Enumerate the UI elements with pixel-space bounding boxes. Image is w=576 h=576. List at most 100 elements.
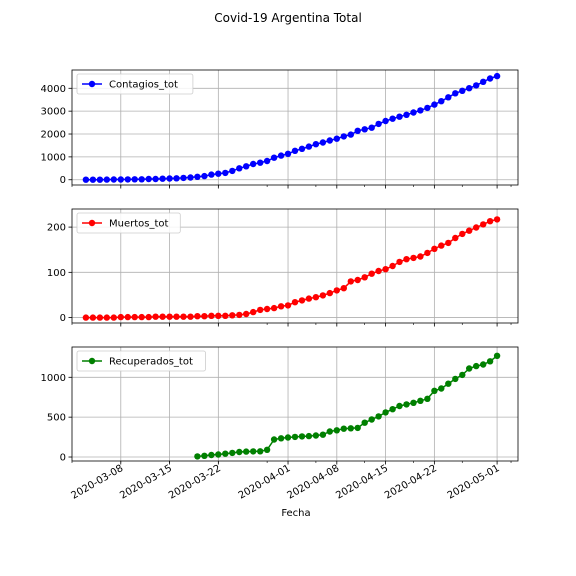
data-point	[459, 87, 466, 95]
data-point	[257, 159, 264, 166]
data-point	[389, 262, 396, 270]
data-point	[250, 448, 257, 455]
data-point	[424, 395, 431, 402]
data-point	[452, 90, 459, 97]
data-point	[159, 175, 166, 182]
data-point	[131, 313, 138, 321]
data-point	[452, 375, 459, 383]
data-point	[96, 314, 104, 321]
data-point	[354, 424, 361, 432]
legend-box	[76, 212, 181, 234]
data-point	[138, 176, 145, 183]
data-point	[96, 176, 104, 183]
data-point	[187, 313, 194, 320]
y-tick-label: 1000	[41, 373, 66, 384]
data-point	[145, 175, 152, 183]
data-point	[236, 448, 243, 456]
data-point	[298, 297, 306, 304]
data-point	[354, 276, 361, 284]
data-point	[152, 175, 159, 183]
data-point	[445, 380, 452, 387]
data-point	[396, 258, 403, 266]
data-point	[173, 175, 180, 182]
legend: Muertos_tot	[76, 212, 181, 234]
data-point	[326, 428, 333, 435]
data-point	[354, 127, 361, 134]
data-point	[236, 165, 243, 172]
data-point	[117, 176, 125, 183]
data-point	[152, 313, 159, 320]
data-point	[347, 131, 354, 138]
data-point	[236, 311, 243, 319]
data-point	[438, 242, 445, 249]
legend-box	[76, 73, 194, 95]
data-point	[403, 256, 410, 263]
data-point	[145, 313, 152, 321]
data-point	[424, 104, 431, 112]
data-point	[187, 174, 194, 181]
data-point	[466, 365, 473, 372]
data-point	[201, 313, 208, 320]
legend-label: Contagios_tot	[109, 80, 178, 91]
data-point	[438, 385, 445, 392]
y-tick-label: 0	[60, 453, 66, 464]
plot-frame	[71, 346, 519, 462]
data-point	[201, 172, 208, 180]
legend-box	[76, 350, 206, 372]
data-point	[277, 152, 285, 159]
subplot-1: 0 1000 2000 3000 4000 Contagios_tot	[41, 69, 519, 189]
data-point	[375, 267, 382, 275]
data-point	[319, 139, 327, 146]
data-point	[257, 306, 264, 314]
data-point	[473, 224, 480, 231]
data-point	[319, 292, 327, 299]
data-point	[229, 167, 236, 175]
data-point	[82, 314, 90, 321]
data-point	[194, 173, 201, 180]
data-point	[270, 304, 278, 312]
data-point	[480, 361, 487, 368]
data-point	[89, 314, 97, 321]
data-point	[459, 371, 466, 379]
data-point	[445, 239, 452, 247]
data-point	[291, 147, 299, 154]
data-point	[180, 313, 187, 320]
data-point	[263, 446, 271, 453]
data-point	[326, 289, 333, 297]
data-point	[396, 402, 403, 410]
data-point	[466, 227, 473, 234]
y-tick-label: 200	[47, 223, 66, 234]
data-point	[298, 145, 306, 152]
data-point	[493, 72, 501, 80]
data-point	[368, 416, 375, 423]
data-point	[166, 313, 173, 320]
data-point	[180, 174, 187, 182]
data-point	[159, 313, 166, 320]
data-point	[110, 176, 118, 183]
data-point	[305, 432, 313, 440]
data-point	[243, 163, 250, 170]
subplot-3: 0 500 1000 Recuperados_tot	[41, 346, 519, 465]
figure-title: Covid-19 Argentina Total	[214, 11, 362, 25]
data-point	[382, 117, 389, 125]
data-point	[445, 94, 452, 101]
data-point	[305, 143, 313, 150]
data-point	[361, 274, 368, 281]
y-tick-label: 500	[47, 413, 66, 424]
data-point	[194, 453, 201, 460]
data-point	[473, 362, 480, 370]
data-point	[284, 302, 292, 309]
data-point	[389, 406, 396, 413]
data-point	[410, 254, 417, 262]
data-point	[222, 312, 229, 319]
data-point	[486, 75, 494, 82]
data-point	[270, 436, 278, 443]
data-point	[215, 170, 222, 177]
data-point	[480, 221, 487, 228]
data-point	[382, 266, 389, 273]
y-tick-label: 100	[47, 268, 66, 279]
data-point	[222, 450, 229, 457]
data-point	[403, 111, 410, 119]
data-point	[201, 452, 208, 459]
data-point	[340, 133, 347, 140]
